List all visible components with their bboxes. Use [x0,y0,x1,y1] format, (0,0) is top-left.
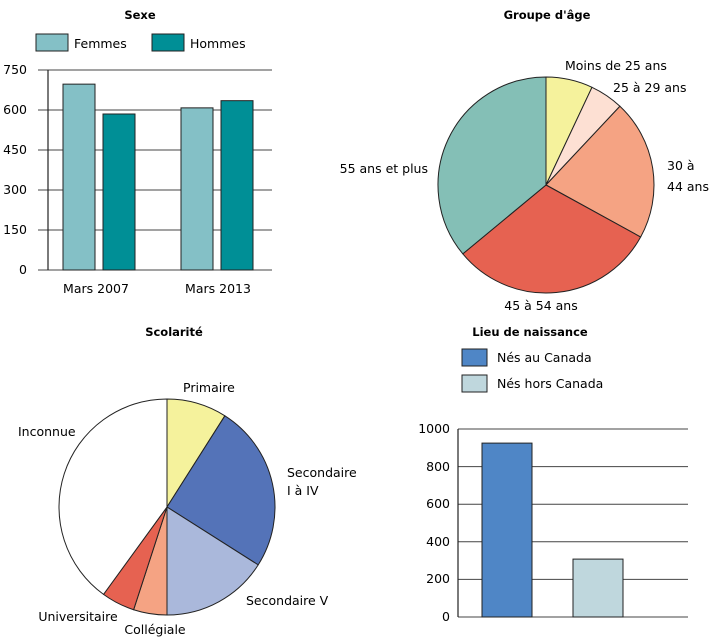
pie-slice-30-a-44-ans [545,105,655,238]
slice-label-45-54: 45 à 54 ans [504,298,578,313]
tick-label-300: 300 [3,182,27,197]
tick-label-0: 0 [442,609,450,624]
tick-label-750: 750 [3,62,27,77]
bar-nes-hors-canada [572,558,624,618]
bar-femmes-mars-2013 [180,107,214,271]
legend-label-hommes: Hommes [190,36,246,51]
chart-groupe-age-title: Groupe d'âge [504,8,591,22]
slice-label-moins-25: Moins de 25 ans [565,58,667,73]
pie-slice-inconnue [58,398,168,595]
chart-groupe-age: Groupe d'âge Moins de 25 ans 25 à 29 ans… [340,8,709,313]
category-label-mars-2007: Mars 2007 [63,281,129,296]
bar-hommes-mars-2013 [220,100,254,271]
chart-lieu-naissance-title: Lieu de naissance [472,325,588,339]
tick-label-400: 400 [426,534,450,549]
chart-lieu-naissance: Lieu de naissance Nés au Canada Nés hors… [418,325,688,624]
tick-label-600: 600 [3,102,27,117]
legend-label-nes-hors-canada: Nés hors Canada [497,376,603,391]
chart-sexe-title: Sexe [124,8,155,22]
tick-label-200: 200 [426,571,450,586]
tick-label-450: 450 [3,142,27,157]
slice-label-30-44-line1: 30 à [667,158,695,173]
chart-sexe: Sexe Femmes Hommes 750 600 450 300 150 0… [3,8,272,296]
legend-swatch-hommes [151,33,185,52]
chart-scolarite-title: Scolarité [145,325,203,339]
tick-label-150: 150 [3,222,27,237]
tick-label-600: 600 [426,496,450,511]
pie-slice-secondaire-v [166,506,259,616]
legend-swatch-nes-hors-canada [461,374,488,393]
legend-swatch-femmes [35,33,69,52]
pie-slice-secondaire-i-a-iv [166,415,276,566]
slice-label-30-44-line2: 44 ans [667,179,709,194]
pie-slice-45-a-54-ans [462,184,642,294]
chart-scolarite: Scolarité Primaire Secondaire I à IV Sec… [18,325,357,637]
slice-label-25-29: 25 à 29 ans [613,80,687,95]
legend-swatch-nes-canada [461,348,488,367]
slice-label-secondaire-5: Secondaire V [246,593,329,608]
tick-label-0: 0 [19,262,27,277]
bar-femmes-mars-2007 [62,83,96,271]
pie-slice-55-ans-et-plus [437,76,547,255]
slice-label-inconnue: Inconnue [18,424,76,439]
slice-label-secondaire-1-4-line2: I à IV [287,483,319,498]
tick-label-800: 800 [426,459,450,474]
legend-label-nes-canada: Nés au Canada [497,350,592,365]
slice-label-55-plus: 55 ans et plus [340,161,428,176]
slice-label-secondaire-1-4-line1: Secondaire [287,465,357,480]
tick-label-1000: 1000 [418,421,450,436]
slice-label-primaire: Primaire [183,380,235,395]
bar-hommes-mars-2007 [102,113,136,271]
legend-label-femmes: Femmes [74,36,127,51]
bar-nes-au-canada [481,442,533,618]
slice-label-universitaire: Universitaire [38,609,118,624]
category-label-mars-2013: Mars 2013 [185,281,251,296]
slice-label-collegiale: Collégiale [124,622,186,637]
